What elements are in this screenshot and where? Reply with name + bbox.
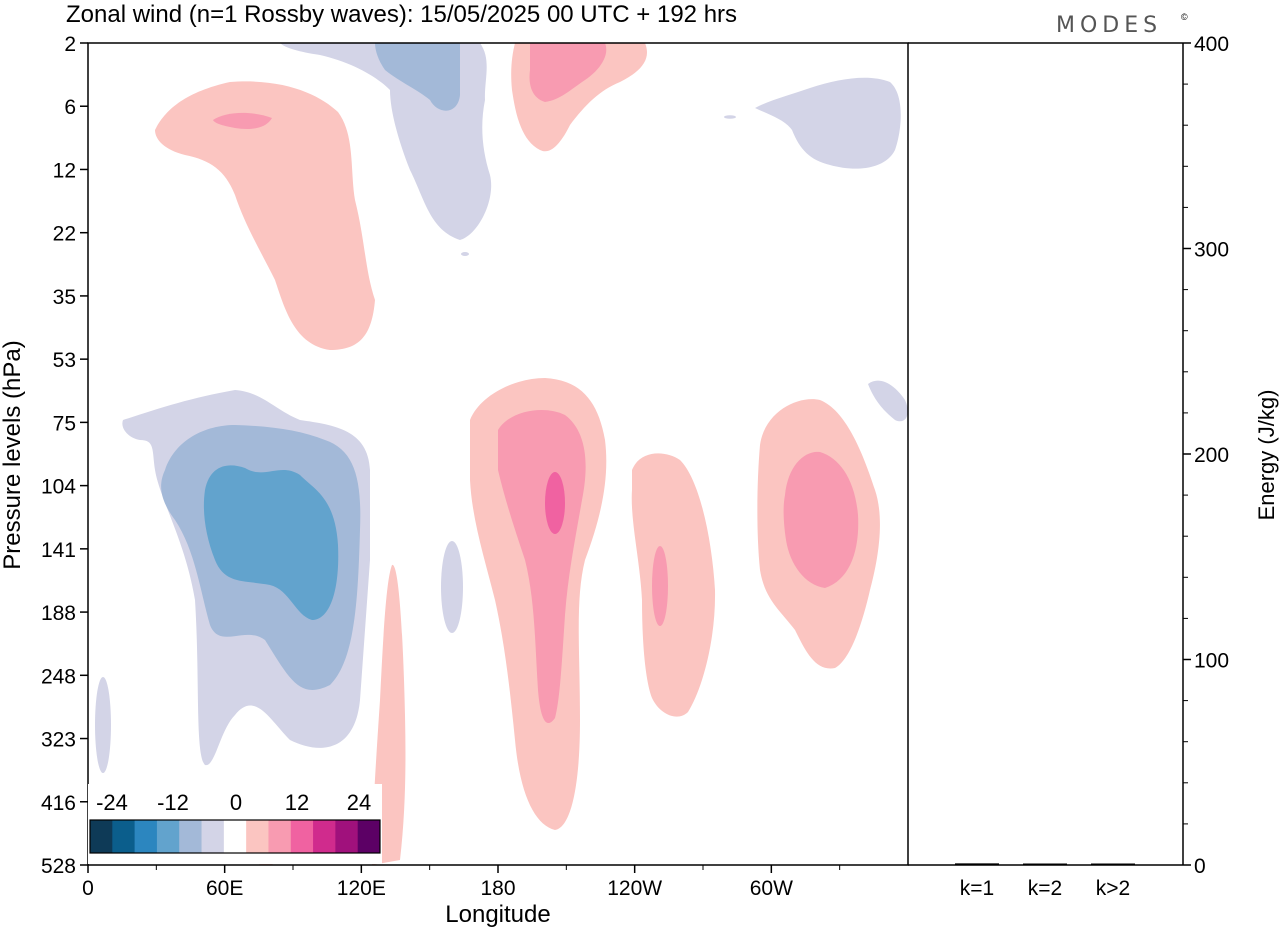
colorbar-swatch	[90, 820, 113, 853]
colorbar-swatch	[357, 820, 381, 853]
y-tick-label: 416	[41, 792, 76, 815]
energy-tick-label: 400	[1194, 33, 1229, 56]
energy-axis-label: Energy (J/kg)	[1254, 390, 1279, 521]
energy-bars: k=1 k=2 k>2	[955, 863, 1135, 900]
colorbar-label: -24	[96, 790, 128, 815]
y-tick-label: 12	[53, 159, 76, 182]
y-axis-label: Pressure levels (hPa)	[0, 340, 26, 569]
energy-bar-k>2	[1091, 863, 1135, 865]
y-tick-label: 75	[53, 412, 76, 435]
contour-region-neg-3	[203, 465, 339, 620]
contour-region-neg-6	[755, 77, 901, 169]
y-tick-label: 104	[41, 476, 76, 499]
contour-region-pos-4	[529, 43, 607, 102]
energy-tick-label: 0	[1194, 855, 1206, 878]
x-tick-label: 60W	[750, 877, 793, 900]
y-tick-label: 323	[41, 729, 76, 752]
colorbar-swatch	[179, 820, 203, 853]
contour-region-pos-9	[652, 546, 668, 626]
energy-category-label: k>2	[1096, 877, 1130, 900]
brand-mark: ©	[1181, 12, 1188, 22]
contour-region-pos-11	[783, 451, 859, 588]
colorbar-swatch	[201, 820, 225, 853]
brand-logo: MODES	[1056, 13, 1162, 38]
contour-region-pos-7	[545, 472, 565, 534]
colorbar-swatch	[313, 820, 336, 853]
x-tick-label: 0	[82, 877, 94, 900]
y-tick-label: 248	[41, 665, 76, 688]
contour-region-pos-2	[213, 112, 272, 129]
x-axis-label: Longitude	[445, 901, 550, 928]
y-tick-label: 528	[41, 855, 76, 878]
contour-region-pos-8	[631, 453, 716, 717]
colorbar-label: 24	[347, 790, 371, 815]
colorbar-swatch	[134, 820, 158, 853]
colorbar-label: -12	[157, 790, 189, 815]
pressure-ticks: 2 6 12 22 35 53 75 104 141 188 248 323 416 528	[41, 33, 88, 878]
y-tick-label: 35	[53, 286, 76, 309]
x-tick-label: 120W	[607, 877, 662, 900]
colorbar-swatch	[246, 820, 269, 853]
x-tick-label: 60E	[206, 877, 243, 900]
colorbar-swatch	[290, 820, 314, 853]
colorbar-legend: -24 -12 0 12 24	[88, 784, 382, 864]
contour-region-neg-9	[95, 677, 111, 773]
y-tick-label: 141	[41, 539, 76, 562]
longitude-ticks: 0 60E 120E 180 120W 60W	[82, 865, 841, 900]
colorbar-label: 0	[230, 790, 242, 815]
contour-region-neg-8	[441, 541, 463, 633]
energy-ticks: 0 100 200 300 400	[1183, 33, 1229, 878]
colorbar-swatch	[112, 820, 136, 853]
y-tick-label: 6	[64, 96, 76, 119]
contour-region-pos-1	[155, 81, 375, 350]
y-tick-label: 188	[41, 602, 76, 625]
energy-tick-label: 100	[1194, 650, 1229, 673]
contour-region-neg-7	[868, 380, 908, 422]
energy-bar-k=2	[1023, 863, 1067, 865]
colorbar-swatch	[268, 820, 292, 853]
energy-category-label: k=2	[1028, 877, 1062, 900]
colorbar-label: 12	[285, 790, 309, 815]
x-tick-label: 120E	[337, 877, 386, 900]
energy-tick-label: 300	[1194, 239, 1229, 262]
colorbar-frame	[89, 819, 381, 854]
contour-region-neg-11	[461, 252, 469, 256]
contour-field	[95, 43, 908, 865]
y-tick-label: 2	[64, 33, 76, 56]
colorbar-swatch	[335, 820, 359, 853]
colorbar-swatch	[156, 820, 180, 853]
chart-title: Zonal wind (n=1 Rossby waves): 15/05/202…	[66, 1, 737, 28]
energy-category-label: k=1	[960, 877, 994, 900]
colorbar-swatch	[223, 820, 247, 853]
x-tick-label: 180	[480, 877, 515, 900]
energy-bar-k=1	[955, 863, 999, 865]
contour-region-neg-5	[375, 43, 460, 111]
contour-region-neg-10	[724, 115, 736, 119]
y-tick-label: 22	[53, 223, 76, 246]
y-tick-label: 53	[53, 349, 76, 372]
energy-tick-label: 200	[1194, 444, 1229, 467]
